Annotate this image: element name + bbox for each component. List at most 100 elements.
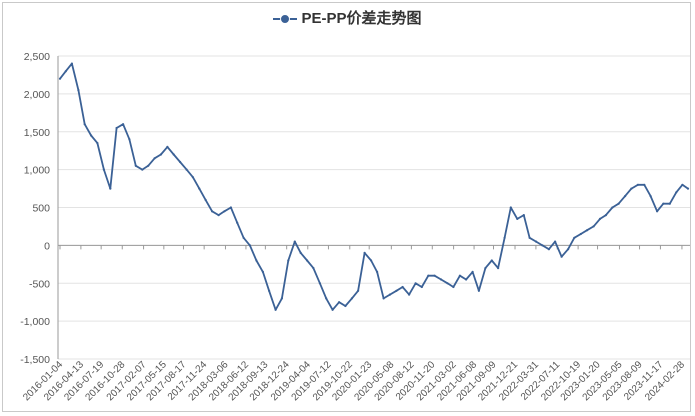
chart-title: PE-PP价差走势图 (301, 10, 422, 27)
data-point (522, 214, 525, 217)
data-point (579, 232, 582, 236)
y-tick-label: 500 (32, 203, 50, 215)
legend-line-marker-icon (273, 13, 298, 25)
data-point (567, 248, 570, 251)
data-point (477, 289, 480, 292)
data-point (331, 308, 334, 311)
x-axis-tick-labels: 2016-01-042016-04-132016-07-192016-10-28… (21, 245, 687, 403)
data-point (318, 282, 321, 285)
data-point (509, 206, 512, 209)
data-point (344, 304, 347, 308)
data-point (274, 308, 277, 311)
data-point (414, 282, 417, 285)
data-point (440, 278, 443, 281)
data-point (554, 240, 557, 243)
y-tick-label: 1,000 (24, 165, 50, 177)
data-point (102, 168, 105, 171)
data-point (363, 251, 366, 254)
data-point (185, 168, 188, 171)
data-point (179, 160, 182, 164)
data-point (484, 267, 487, 270)
series-layer (58, 62, 690, 311)
data-point (427, 274, 430, 277)
y-tick-label: -500 (29, 278, 50, 290)
data-point (338, 301, 341, 304)
data-point (675, 191, 678, 194)
data-point (681, 183, 684, 186)
data-point (115, 126, 118, 130)
data-point (147, 164, 150, 167)
data-point (458, 274, 461, 277)
data-point (280, 297, 283, 300)
data-point (268, 289, 271, 292)
y-axis-tick-labels: -1,500 -1,000 -500 0 500 1,000 1,500 2,000 2,500 (20, 51, 50, 366)
data-point (528, 236, 531, 239)
data-point (172, 153, 175, 156)
data-point (299, 251, 302, 254)
data-point (586, 229, 589, 232)
data-point (64, 70, 67, 73)
data-point (242, 236, 245, 239)
y-tick-label: 1,500 (24, 127, 50, 139)
data-point (636, 183, 640, 186)
data-point (357, 289, 360, 292)
data-point (516, 217, 519, 220)
data-point (395, 289, 398, 292)
y-tick-label: -1,500 (20, 354, 50, 366)
data-point (90, 134, 93, 137)
data-point (649, 195, 652, 198)
data-point (204, 198, 207, 201)
data-point (541, 244, 544, 247)
data-point (598, 217, 602, 220)
data-point (376, 270, 379, 273)
data-point (229, 206, 232, 209)
data-point (70, 62, 73, 65)
data-point (624, 195, 627, 198)
data-point (452, 285, 455, 289)
data-point (370, 259, 373, 262)
legend-marker-dot (280, 14, 291, 25)
data-point (141, 168, 144, 171)
data-point (211, 210, 214, 213)
data-point (223, 210, 226, 213)
data-point (503, 236, 506, 239)
data-point (408, 293, 411, 296)
data-point (128, 138, 131, 141)
data-point (617, 202, 620, 205)
data-point (490, 259, 493, 262)
data-point (287, 259, 290, 262)
data-point (604, 214, 608, 217)
data-point (535, 240, 538, 243)
data-point (497, 267, 500, 270)
y-tick-label: 0 (44, 240, 50, 252)
data-point (306, 259, 309, 262)
data-point (401, 285, 404, 289)
data-point (96, 142, 99, 145)
data-point (446, 282, 449, 285)
data-point (611, 206, 614, 209)
data-point (58, 77, 62, 80)
data-point (83, 123, 86, 126)
data-point (382, 297, 385, 300)
chart-legend[interactable]: PE-PP价差走势图 (0, 7, 695, 28)
data-point (573, 236, 576, 239)
data-point (643, 183, 646, 186)
data-point (198, 187, 201, 190)
data-point (77, 89, 80, 92)
data-point (592, 225, 595, 228)
data-point (261, 270, 264, 273)
data-point (236, 221, 239, 224)
data-point (433, 274, 436, 277)
data-point (420, 285, 423, 289)
data-point (668, 202, 671, 205)
data-point (547, 248, 551, 251)
data-point (153, 157, 156, 160)
data-point (248, 244, 251, 247)
y-tick-label: 2,000 (24, 89, 50, 101)
data-point (350, 297, 353, 300)
data-point (471, 270, 474, 273)
series-line-pe-pp (59, 62, 689, 311)
data-point (109, 187, 112, 190)
y-tick-label: 2,500 (24, 51, 50, 63)
